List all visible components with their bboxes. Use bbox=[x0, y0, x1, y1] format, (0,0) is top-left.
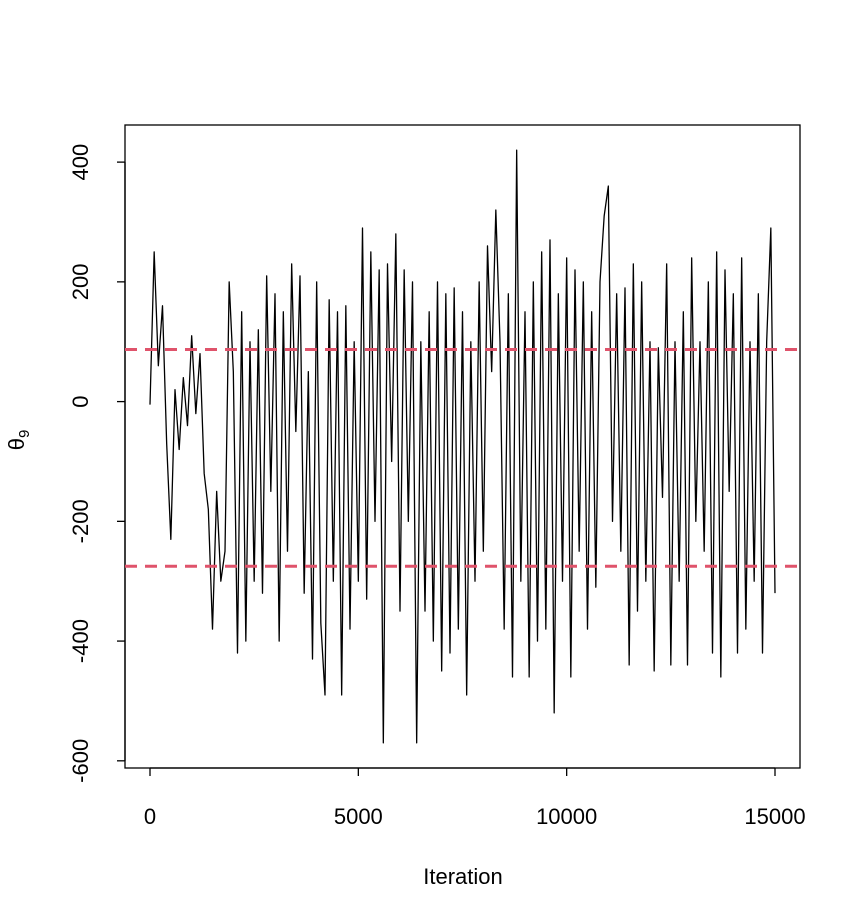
y-tick-label: 400 bbox=[68, 144, 93, 181]
x-tick-label: 15000 bbox=[744, 804, 805, 829]
y-axis-symbol: θ bbox=[4, 438, 29, 450]
y-axis-label: θ9 bbox=[4, 430, 33, 451]
y-tick-label: -200 bbox=[68, 499, 93, 543]
y-tick-label: 200 bbox=[68, 263, 93, 300]
y-tick-label: 0 bbox=[68, 395, 93, 407]
x-tick-label: 0 bbox=[144, 804, 156, 829]
trace-line bbox=[149, 149, 776, 744]
y-tick-label: -400 bbox=[68, 619, 93, 663]
y-axis-subscript: 9 bbox=[16, 430, 33, 438]
y-tick-label: -600 bbox=[68, 739, 93, 783]
x-tick-label: 10000 bbox=[536, 804, 597, 829]
x-tick-label: 5000 bbox=[334, 804, 383, 829]
x-axis-label: Iteration bbox=[423, 864, 503, 889]
